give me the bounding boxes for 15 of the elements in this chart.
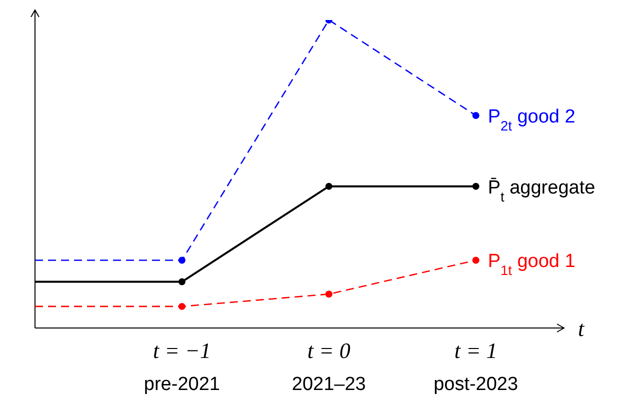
point (178, 302, 186, 310)
point (472, 182, 480, 190)
x-tick-label: t = −1 pre-2021 (144, 338, 220, 395)
x-tick-label: t = 1 post-2023 (434, 338, 518, 395)
point (472, 112, 480, 119)
series-label: P$_{1t}$ good 1 (488, 251, 576, 278)
series-label: P$_{2t}$ good 2 (488, 106, 576, 133)
point (472, 256, 480, 264)
point (325, 290, 332, 298)
point (178, 256, 186, 264)
point (325, 182, 332, 190)
x-axis-title: t (578, 316, 585, 341)
point (178, 278, 186, 286)
series-label: P̄$_{t}$ aggregate (488, 177, 596, 204)
x-tick-label: t = 0 2021–23 (292, 338, 366, 395)
